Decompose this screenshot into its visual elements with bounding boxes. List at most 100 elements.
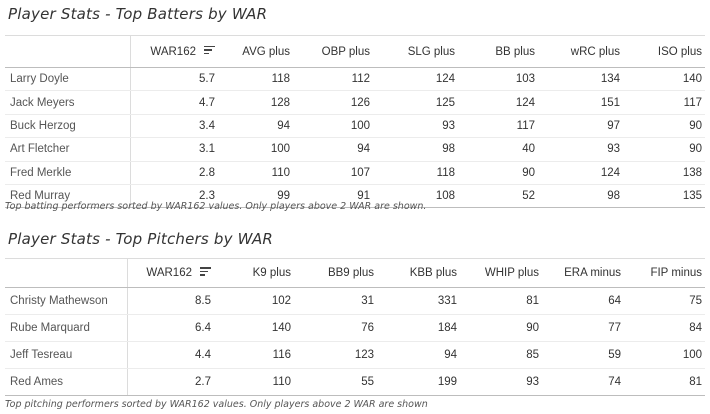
stat-cell: 6.4 <box>127 314 211 342</box>
stat-cell: 91 <box>290 184 370 209</box>
batting-title: Player Stats - Top Batters by WAR <box>8 5 268 23</box>
sort-descending-icon[interactable] <box>204 45 215 55</box>
pitching-header-fip-minus[interactable]: FIP minus <box>621 258 705 288</box>
stat-cell: 90 <box>455 161 535 185</box>
batting-header-iso-plus[interactable]: ISO plus <box>620 35 705 68</box>
stat-cell: 94 <box>215 114 290 139</box>
pitching-header-kbb-plus[interactable]: KBB plus <box>374 258 457 288</box>
player-name-cell: Fred Merkle <box>5 161 131 185</box>
table-row[interactable]: Rube Marquard 6.4 140 76 184 90 77 84 <box>5 314 705 342</box>
stat-cell: 102 <box>211 287 291 315</box>
pitching-table-container: WAR162 K9 plus BB9 plus KBB plus WHIP pl… <box>5 258 705 396</box>
stat-cell: 117 <box>620 90 705 115</box>
stat-cell: 125 <box>370 90 455 115</box>
stat-cell: 77 <box>539 314 621 342</box>
stat-cell: 74 <box>539 368 621 396</box>
stat-cell: 93 <box>535 137 620 162</box>
stat-cell: 59 <box>539 341 621 369</box>
batting-table: WAR162 AVG plus OBP plus SLG plus BB plu… <box>5 35 705 209</box>
stat-cell: 98 <box>535 184 620 209</box>
table-row[interactable]: Red Murray 2.3 99 91 108 52 98 135 <box>5 184 705 209</box>
pitching-header-war162[interactable]: WAR162 <box>127 258 211 288</box>
stat-cell: 93 <box>370 114 455 139</box>
stat-cell: 117 <box>455 114 535 139</box>
player-name-cell: Red Ames <box>5 368 128 396</box>
stat-cell: 124 <box>370 67 455 92</box>
pitching-title: Player Stats - Top Pitchers by WAR <box>8 230 274 248</box>
stat-cell: 94 <box>290 137 370 162</box>
stat-cell: 52 <box>455 184 535 209</box>
stat-cell: 126 <box>290 90 370 115</box>
pitching-header-k9-plus[interactable]: K9 plus <box>211 258 291 288</box>
sort-descending-icon[interactable] <box>200 267 211 276</box>
stat-cell: 100 <box>290 114 370 139</box>
stat-cell: 81 <box>621 368 705 396</box>
pitching-header-player <box>5 258 128 288</box>
table-row[interactable]: Red Ames 2.7 110 55 199 93 74 81 <box>5 368 705 396</box>
stat-cell: 151 <box>535 90 620 115</box>
stat-cell: 3.1 <box>130 137 215 162</box>
player-name-cell: Larry Doyle <box>5 67 131 92</box>
batting-table-container: WAR162 AVG plus OBP plus SLG plus BB plu… <box>5 35 705 209</box>
stat-cell: 123 <box>291 341 374 369</box>
stat-cell: 135 <box>620 184 705 209</box>
stat-cell: 331 <box>374 287 457 315</box>
batting-table-body: Larry Doyle 5.7 118 112 124 103 134 140 Jack Mey… <box>5 67 705 209</box>
stat-cell: 8.5 <box>127 287 211 315</box>
stat-cell: 110 <box>211 368 291 396</box>
batting-header-slg-plus[interactable]: SLG plus <box>370 35 455 68</box>
player-name-cell: Christy Mathewson <box>5 287 128 315</box>
stat-cell: 108 <box>370 184 455 209</box>
stat-cell: 100 <box>621 341 705 369</box>
table-row[interactable]: Jeff Tesreau 4.4 116 123 94 85 59 100 <box>5 341 705 369</box>
stat-cell: 140 <box>211 314 291 342</box>
stat-cell: 118 <box>370 161 455 185</box>
stat-cell: 4.7 <box>130 90 215 115</box>
batting-header-avg-plus[interactable]: AVG plus <box>215 35 290 68</box>
pitching-header-war162-label: WAR162 <box>146 267 192 279</box>
stat-cell: 100 <box>215 137 290 162</box>
stat-cell: 4.4 <box>127 341 211 369</box>
stat-cell: 64 <box>539 287 621 315</box>
stat-cell: 124 <box>535 161 620 185</box>
stat-cell: 116 <box>211 341 291 369</box>
player-name-cell: Jack Meyers <box>5 90 131 115</box>
pitching-caption: Top pitching performers sorted by WAR162… <box>5 399 428 410</box>
stat-cell: 112 <box>290 67 370 92</box>
pitching-table-body: Christy Mathewson 8.5 102 31 331 81 64 75 Rube M… <box>5 287 705 396</box>
player-name-cell: Jeff Tesreau <box>5 341 128 369</box>
table-row[interactable]: Fred Merkle 2.8 110 107 118 90 124 138 <box>5 161 705 185</box>
stat-cell: 2.7 <box>127 368 211 396</box>
pitching-header-era-minus[interactable]: ERA minus <box>539 258 621 288</box>
table-row[interactable]: Christy Mathewson 8.5 102 31 331 81 64 75 <box>5 287 705 315</box>
stat-cell: 55 <box>291 368 374 396</box>
table-row[interactable]: Art Fletcher 3.1 100 94 98 40 93 90 <box>5 137 705 162</box>
batting-header-war162-label: WAR162 <box>150 45 196 58</box>
stat-cell: 107 <box>290 161 370 185</box>
pitching-header-bb9-plus[interactable]: BB9 plus <box>291 258 374 288</box>
stat-cell: 138 <box>620 161 705 185</box>
player-name-cell: Art Fletcher <box>5 137 131 162</box>
stat-cell: 97 <box>535 114 620 139</box>
batting-header-wrc-plus[interactable]: wRC plus <box>535 35 620 68</box>
pitching-header-whip-plus[interactable]: WHIP plus <box>457 258 539 288</box>
stat-cell: 90 <box>620 137 705 162</box>
stat-cell: 84 <box>621 314 705 342</box>
table-row[interactable]: Jack Meyers 4.7 128 126 125 124 151 117 <box>5 90 705 115</box>
pitching-table: WAR162 K9 plus BB9 plus KBB plus WHIP pl… <box>5 258 705 396</box>
stat-cell: 134 <box>535 67 620 92</box>
player-name-cell: Rube Marquard <box>5 314 128 342</box>
player-name-cell: Red Murray <box>5 184 131 209</box>
stat-cell: 94 <box>374 341 457 369</box>
batting-header-war162[interactable]: WAR162 <box>130 35 215 68</box>
stat-cell: 118 <box>215 67 290 92</box>
stat-cell: 93 <box>457 368 539 396</box>
batting-header-bb-plus[interactable]: BB plus <box>455 35 535 68</box>
stat-cell: 184 <box>374 314 457 342</box>
batting-header-obp-plus[interactable]: OBP plus <box>290 35 370 68</box>
stat-cell: 124 <box>455 90 535 115</box>
table-row[interactable]: Buck Herzog 3.4 94 100 93 117 97 90 <box>5 114 705 139</box>
table-row[interactable]: Larry Doyle 5.7 118 112 124 103 134 140 <box>5 67 705 92</box>
stat-cell: 2.3 <box>130 184 215 209</box>
batting-caption: Top batting performers sorted by WAR162 … <box>5 201 427 212</box>
